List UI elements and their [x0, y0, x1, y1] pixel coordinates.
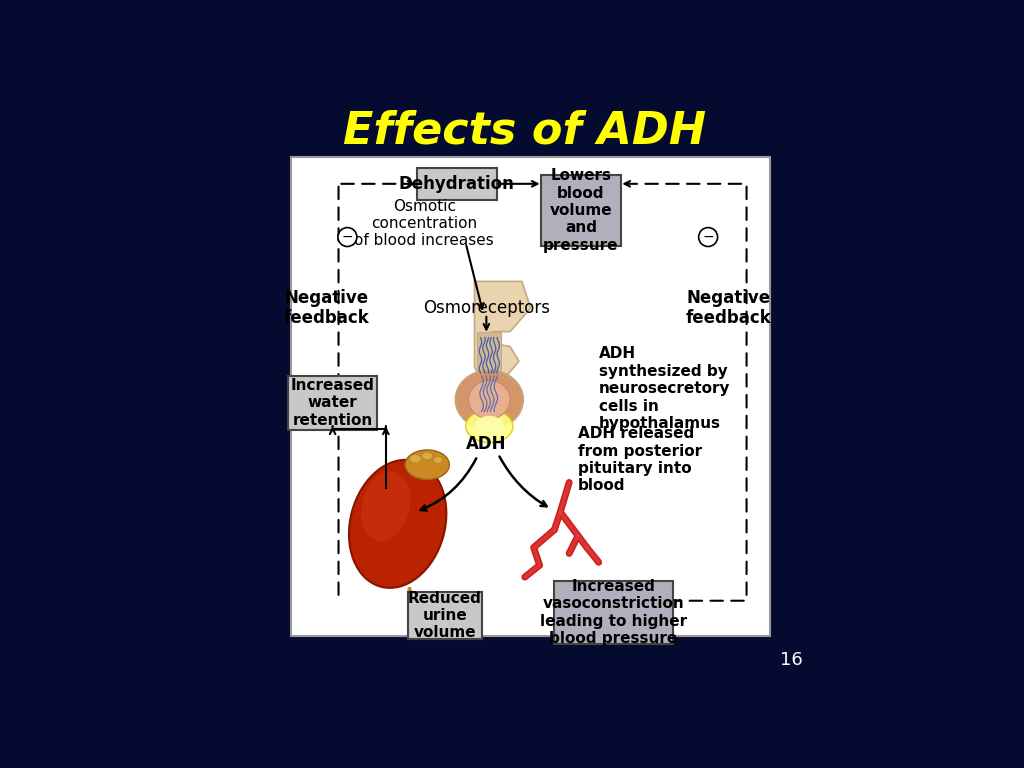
FancyBboxPatch shape — [291, 157, 770, 636]
Text: Negative
feedback: Negative feedback — [686, 289, 772, 327]
Text: −: − — [702, 230, 714, 244]
Text: Increased
water
retention: Increased water retention — [291, 378, 375, 428]
FancyBboxPatch shape — [408, 591, 482, 640]
Text: Dehydration: Dehydration — [399, 175, 515, 193]
Text: 16: 16 — [780, 650, 803, 669]
PathPatch shape — [474, 281, 530, 379]
Text: Increased
vasoconstriction
leading to higher
blood pressure: Increased vasoconstriction leading to hi… — [540, 579, 687, 646]
Ellipse shape — [433, 457, 442, 463]
Ellipse shape — [469, 380, 510, 419]
FancyBboxPatch shape — [417, 168, 497, 200]
Ellipse shape — [474, 416, 504, 437]
Ellipse shape — [422, 452, 432, 459]
Text: Lowers
blood
volume
and
pressure: Lowers blood volume and pressure — [543, 168, 618, 253]
Text: Osmotic
concentration
of blood increases: Osmotic concentration of blood increases — [354, 199, 495, 248]
Ellipse shape — [361, 472, 411, 541]
Text: Effects of ADH: Effects of ADH — [343, 109, 707, 152]
Text: ADH: ADH — [466, 435, 507, 453]
Ellipse shape — [410, 455, 421, 463]
FancyBboxPatch shape — [554, 581, 673, 644]
FancyBboxPatch shape — [477, 332, 501, 379]
Circle shape — [338, 227, 356, 247]
Ellipse shape — [466, 410, 513, 442]
Circle shape — [698, 227, 718, 247]
Text: Negative
feedback: Negative feedback — [284, 289, 370, 327]
Text: Osmoreceptors: Osmoreceptors — [423, 299, 550, 317]
Ellipse shape — [349, 460, 446, 588]
FancyBboxPatch shape — [288, 376, 377, 429]
Text: −: − — [342, 230, 353, 244]
Ellipse shape — [456, 370, 523, 429]
Text: Reduced
urine
volume: Reduced urine volume — [408, 591, 482, 641]
FancyBboxPatch shape — [541, 174, 622, 247]
Text: ADH released
from posterior
pituitary into
blood: ADH released from posterior pituitary in… — [578, 426, 702, 494]
Ellipse shape — [406, 450, 450, 479]
Text: ADH
synthesized by
neurosecretory
cells in
hypothalamus: ADH synthesized by neurosecretory cells … — [599, 346, 730, 431]
